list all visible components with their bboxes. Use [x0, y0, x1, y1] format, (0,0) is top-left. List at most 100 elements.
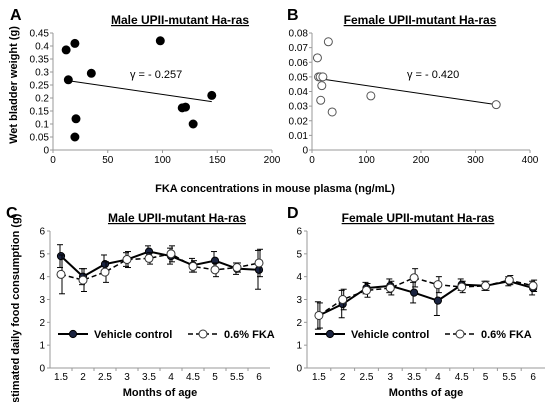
x-tick-label: 5: [483, 372, 489, 383]
y-tick-label: 1: [296, 341, 302, 352]
chart-title: Female UPII-mutant Ha-ras: [342, 211, 495, 225]
x-tick-label: 100: [358, 155, 375, 166]
data-point: [71, 114, 81, 124]
y-tick-label: 0.35: [30, 55, 50, 66]
series-line: [318, 277, 534, 317]
x-tick-label: 4.5: [186, 372, 200, 383]
series-marker: [410, 288, 419, 297]
x-tick-label: 3.5: [407, 372, 421, 383]
series-marker: [122, 255, 132, 265]
data-point: [207, 90, 217, 100]
data-point: [188, 119, 198, 129]
x-tick-label: 4: [435, 372, 441, 383]
series-line: [60, 250, 260, 278]
panel-label-c: C: [6, 205, 18, 222]
series-marker: [481, 281, 490, 291]
y-tick-label: 0.05: [289, 72, 309, 83]
y-tick-label: 5: [39, 249, 45, 260]
x-tick-label: 6: [256, 372, 262, 383]
trendline: [317, 77, 497, 106]
x-tick-label: 3.5: [142, 372, 156, 383]
y-tick-label: 0.06: [289, 58, 309, 69]
series-marker: [385, 283, 395, 293]
x-tick-label: 200: [264, 155, 281, 166]
x-tick-label: 2.5: [360, 372, 374, 383]
x-tick-label: 3: [124, 372, 130, 383]
x-tick-label: 3: [388, 372, 394, 383]
series-marker: [166, 249, 176, 259]
x-tick-label: 0: [309, 155, 315, 166]
x-tick-label: 2.5: [98, 372, 112, 383]
y-tick-label: 3: [296, 295, 302, 306]
data-point: [316, 95, 326, 105]
x-tick-label: 2: [80, 372, 86, 383]
y-tick-label: 0: [296, 364, 302, 375]
panel-label-d: D: [287, 205, 299, 222]
legend-label: 0.6% FKA: [224, 329, 275, 341]
series-marker: [144, 253, 154, 263]
x-tick-label: 2: [340, 372, 346, 383]
legend-label: Vehicle control: [351, 329, 429, 341]
data-point: [327, 107, 337, 117]
y-tick-label: 0.2: [35, 94, 49, 105]
series-line: [60, 253, 260, 281]
data-point: [180, 102, 190, 112]
y-tick-label: 5: [296, 249, 302, 260]
y-tick-label: 0.1: [35, 120, 49, 131]
x-tick-label: 100: [154, 155, 171, 166]
chart-title: Male UPII-mutant Ha-ras: [108, 211, 246, 225]
chart-title: Female UPII-mutant Ha-ras: [344, 13, 497, 27]
panel-a-ylabel: Wet bladder weight (g): [8, 26, 20, 144]
x-tick-label: 300: [467, 155, 484, 166]
x-tick-label: 5.5: [502, 372, 516, 383]
y-tick-label: 2: [296, 318, 302, 329]
data-point: [155, 36, 165, 46]
y-tick-label: 0.03: [289, 102, 309, 113]
data-point: [323, 37, 333, 47]
data-point: [491, 100, 501, 110]
series-marker: [100, 267, 110, 277]
data-point: [61, 45, 71, 55]
y-tick-label: 0.3: [35, 68, 49, 79]
data-point: [63, 75, 73, 85]
series-marker: [409, 273, 419, 283]
series-marker: [504, 275, 514, 285]
series-marker: [56, 269, 66, 279]
y-tick-label: 6: [296, 227, 302, 238]
panel-b-scatter: Female UPII-mutant Ha-ras 0 100 200 300 400 0 0…: [289, 13, 539, 166]
x-tick-label: 6: [530, 372, 536, 383]
y-tick-label: 4: [39, 272, 45, 283]
top-shared-xlabel: FKA concentrations in mouse plasma (ng/m…: [155, 183, 395, 195]
series-marker: [433, 296, 442, 305]
panel-label-a: A: [10, 7, 22, 24]
series-marker: [362, 285, 371, 295]
y-tick-label: 0: [39, 364, 45, 375]
legend-label: 0.6% FKA: [481, 329, 532, 341]
data-point: [318, 72, 328, 82]
y-tick-label: 0.04: [289, 87, 309, 98]
panel-c-line-chart: Male UPII-mutant Ha-ras 0 1 2 3 4 5 6 1.5 2 2.5 3 3.…: [39, 211, 274, 399]
x-tick-label: 1.5: [54, 372, 68, 383]
series-marker: [188, 261, 198, 271]
data-point: [70, 132, 80, 142]
y-tick-label: 3: [39, 295, 45, 306]
series-marker: [78, 275, 88, 285]
y-tick-label: 0.4: [35, 42, 49, 53]
x-tick-label: 0: [50, 155, 56, 166]
correlation-annotation: γ = - 0.420: [407, 69, 459, 81]
panel-label-b: B: [287, 7, 299, 24]
x-tick-label: 200: [413, 155, 430, 166]
series-marker: [56, 252, 66, 261]
y-tick-label: 0.45: [30, 29, 50, 40]
y-tick-label: 6: [39, 227, 45, 238]
y-tick-label: 2: [39, 318, 45, 329]
x-tick-label: 1.5: [312, 372, 326, 383]
x-tick-label: 5.5: [230, 372, 244, 383]
chart-title: Male UPII-mutant Ha-ras: [111, 13, 249, 27]
x-tick-label: 4: [168, 372, 174, 383]
series-line: [318, 280, 534, 317]
legend-swatch-marker: [198, 329, 208, 339]
series-marker: [254, 258, 264, 268]
